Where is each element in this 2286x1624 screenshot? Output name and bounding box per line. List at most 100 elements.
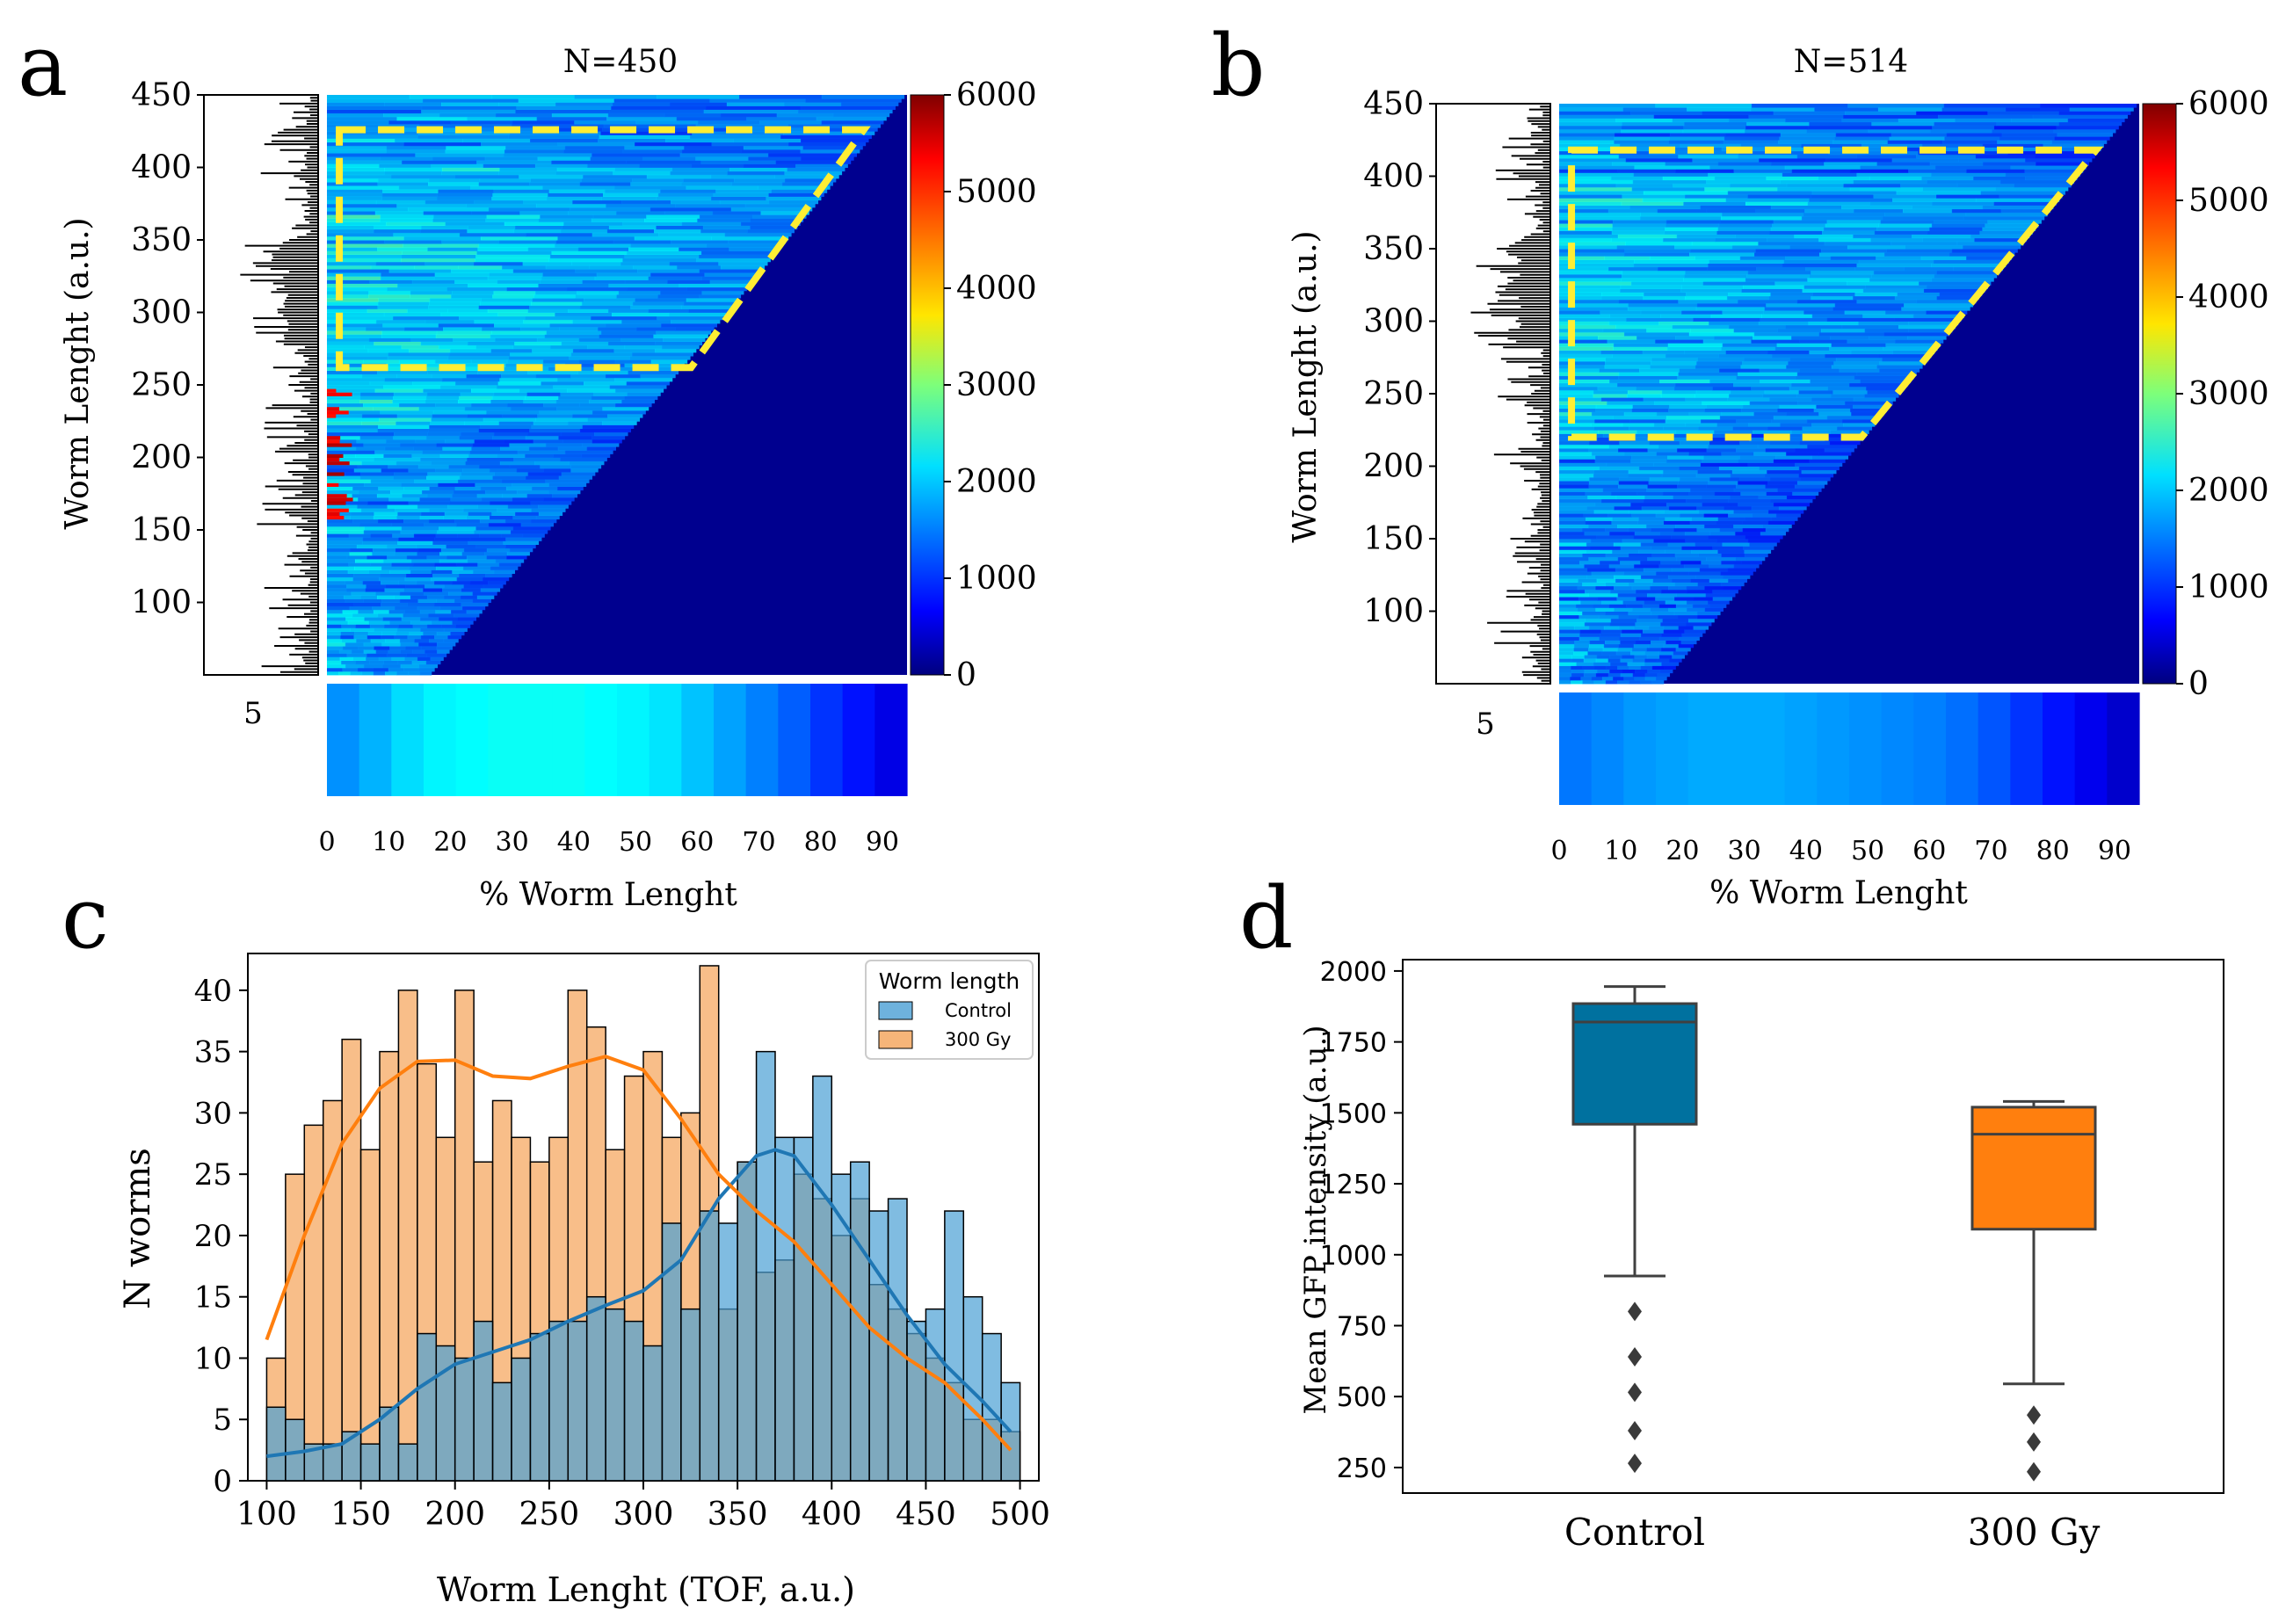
heatmap-row-segment <box>476 160 552 164</box>
heatmap-row-segment <box>471 446 501 451</box>
heatmap-row-segment <box>396 515 421 520</box>
heatmap-row-segment <box>366 327 405 331</box>
heatmap-row-segment <box>1605 665 1618 670</box>
heatmap-row-segment <box>574 120 637 125</box>
heatmap-row-segment <box>381 196 438 201</box>
heatmap-row-segment <box>527 472 562 476</box>
heatmap-row-segment <box>1647 556 1678 562</box>
heatmap-row-segment <box>446 544 476 549</box>
heatmap-row-segment <box>1738 502 1774 507</box>
heatmap-row-segment <box>422 450 471 454</box>
heatmap-row-segment <box>583 298 635 302</box>
heatmap-row-segment <box>327 257 402 263</box>
heatmap-row-segment <box>420 341 468 346</box>
heatmap-row-segment <box>1982 227 2036 231</box>
heatmap-row-segment <box>327 105 423 110</box>
heatmap-row-segment <box>2005 172 2080 177</box>
heatmap-row-segment <box>426 555 447 560</box>
heatmap-row-segment <box>327 569 349 574</box>
heatmap-row-segment <box>1811 423 1844 427</box>
heatmap-row-segment <box>1559 314 1611 318</box>
heatmap-row-segment <box>726 102 785 106</box>
heatmap-row-segment <box>388 609 405 614</box>
heatmap-row-segment <box>1756 266 1806 272</box>
heatmap-row-segment <box>1764 307 1833 311</box>
heatmap-row-segment <box>1658 444 1709 449</box>
heatmap-row-segment <box>657 192 715 197</box>
heatmap-row-segment <box>457 533 480 538</box>
heatmap-row-segment <box>2011 118 2069 123</box>
heatmap-row-segment <box>562 439 593 444</box>
heatmap-row-segment <box>367 501 410 505</box>
heatmap-row-segment <box>538 218 592 222</box>
heatmap-row-segment <box>1739 455 1776 460</box>
heatmap-hotspot <box>327 501 346 505</box>
heatmap-row-segment <box>327 225 374 230</box>
heatmap-row-segment <box>1650 607 1669 612</box>
heatmap-row-segment <box>1655 339 1704 344</box>
heatmap-hotspot <box>327 482 339 487</box>
y-tick-label: 25 <box>194 1157 232 1193</box>
heatmap-row-segment <box>327 566 355 570</box>
heatmap-row-segment <box>467 457 514 462</box>
heatmap-row-segment <box>350 515 374 520</box>
heatmap-row-segment <box>626 250 702 255</box>
heatmap-row-segment <box>468 540 504 545</box>
heatmap-row-segment <box>1615 495 1645 500</box>
heatmap-row-segment <box>1675 604 1694 608</box>
panel-a-highlight-region <box>336 126 871 372</box>
heatmap-row-segment <box>752 214 807 219</box>
heatmap-row-segment <box>515 511 540 516</box>
heatmap-row-segment <box>1921 143 1984 148</box>
heatmap-row-segment <box>1740 143 1802 148</box>
profile-cell <box>2010 692 2043 805</box>
heatmap-row-segment <box>433 537 471 541</box>
panel-d-boxes <box>1571 985 2097 1482</box>
heatmap-row-segment <box>1618 375 1678 380</box>
heatmap-row-segment <box>1559 273 1622 279</box>
heatmap-row-segment <box>383 312 442 317</box>
heatmap-row-segment <box>1586 505 1615 511</box>
heatmap-row-segment <box>1767 350 1810 355</box>
heatmap-hotspot <box>327 511 340 516</box>
heatmap-row-segment <box>451 269 514 273</box>
heatmap-row-segment <box>636 327 676 331</box>
heatmap-row-segment <box>766 196 822 201</box>
heatmap-row-segment <box>1559 520 1586 525</box>
heatmap-row-segment <box>1595 658 1609 663</box>
heatmap-row-segment <box>583 174 648 179</box>
heatmap-row-segment <box>1812 292 1856 297</box>
heatmap-row-segment <box>1794 484 1825 489</box>
heatmap-row-segment <box>327 501 368 505</box>
heatmap-row-segment <box>1559 626 1575 630</box>
heatmap-row-segment <box>1829 440 1861 446</box>
highlight-region-outline <box>336 126 871 372</box>
heatmap-row-segment <box>425 199 475 205</box>
heatmap-row-segment <box>1801 469 1837 475</box>
heatmap-row-segment <box>1753 336 1792 340</box>
heatmap-row-segment <box>1588 556 1619 562</box>
heatmap-row-segment <box>384 240 442 244</box>
heatmap-row-segment <box>2006 107 2071 112</box>
heatmap-row-segment <box>439 605 463 611</box>
panel-letter-d: d <box>1239 869 1293 968</box>
heatmap-row-segment <box>1559 263 1635 268</box>
heatmap-row-segment <box>1662 491 1689 496</box>
heatmap-row-segment <box>508 356 570 360</box>
heatmap-row-segment <box>1559 607 1578 612</box>
heatmap-row-segment <box>527 247 579 251</box>
heatmap-row-segment <box>531 508 566 512</box>
heatmap-row-segment <box>1765 447 1796 453</box>
heatmap-row-segment <box>1642 198 1727 202</box>
heatmap-row-segment <box>406 573 433 578</box>
heatmap-row-segment <box>495 112 553 118</box>
heatmap-row-segment <box>1719 220 1774 224</box>
heatmap-row-segment <box>327 98 424 103</box>
heatmap-row-segment <box>1580 676 1593 681</box>
heatmap-row-segment <box>391 522 425 527</box>
heatmap-row-segment <box>428 428 480 433</box>
heatmap-row-segment <box>1651 640 1666 645</box>
heatmap-row-segment <box>1783 259 1860 264</box>
heatmap-row-segment <box>470 359 508 364</box>
heatmap-row-segment <box>1890 241 1958 246</box>
